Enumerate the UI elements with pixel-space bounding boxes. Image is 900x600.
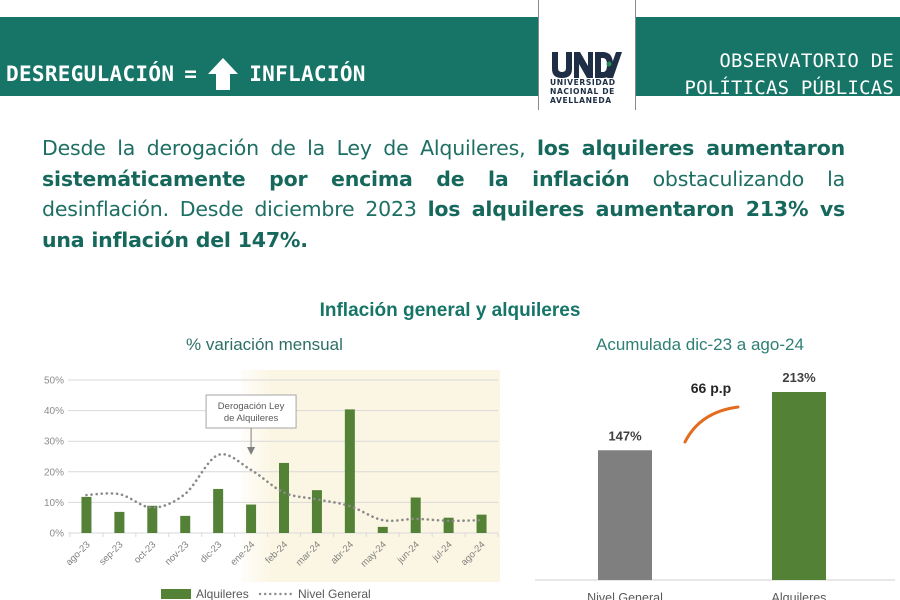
undav-logo-icon [552,52,622,78]
nivel-general-bar [598,450,652,580]
alquileres-bar [147,505,158,533]
alquileres-bar [311,490,322,533]
svg-text:de Alquileres: de Alquileres [224,413,279,424]
cumulative-chart-subtitle: Acumulada dic-23 a ago-24 [596,335,804,354]
header-banner-left: DESREGULACIÓN = INFLACIÓN [0,17,538,96]
x-tick-label: ago-23 [64,539,93,568]
university-logo: UNIVERSIDAD NACIONAL DE AVELLANEDA [538,0,636,110]
intro-highlight-1: los alquileres aumentaron sistemáticamen… [42,136,845,191]
alquileres-bar [344,409,355,533]
annotation-arrow-icon [247,447,256,455]
y-tick-label: 30% [44,437,64,448]
alquileres-bar [772,392,826,580]
alquileres-bar [180,515,191,533]
legend-alquileres-swatch [161,589,191,599]
monthly-chart-subtitle: % variación mensual [186,335,343,354]
svg-text:Derogación Ley: Derogación Ley [218,401,285,412]
alquileres-bar [443,517,454,533]
x-tick-label: oct-23 [132,539,158,565]
y-tick-label: 10% [44,498,64,509]
alquileres-bar [377,526,388,533]
alquileres-bar [246,504,257,533]
header-title: DESREGULACIÓN = INFLACIÓN [6,57,366,91]
alquileres-bar [279,462,289,533]
derogation-annotation-box [205,394,297,429]
legend-nivel-general-label: Nivel General [298,587,371,600]
header-equals: = [184,62,198,86]
alquileres-bar [81,496,92,533]
monthly-variation-chart: 0% 10% 20% 30% 40% 50% ago-23 sep-23 oct-23 nov-2… [44,370,500,600]
arrow-up-icon [208,58,239,90]
bar-value-label: 147% [608,428,642,443]
header-right-word: INFLACIÓN [249,62,366,86]
bar-value-label: 213% [782,370,816,385]
intro-paragraph: Desde la derogación de la Ley de Alquile… [42,136,845,252]
alquileres-bar [114,511,125,533]
logo-text: UNIVERSIDAD NACIONAL DE AVELLANEDA [550,78,616,105]
x-category-label: Nivel General [587,591,663,600]
y-tick-label: 50% [44,376,64,387]
difference-label: 66 p.p [691,380,731,396]
x-tick-label: nov-23 [163,539,191,567]
alquileres-bar [476,514,487,533]
alquileres-bar [213,488,224,533]
intro-highlight-2: los alquileres aumentaron 213% vs una in… [42,197,845,252]
observatory-title: OBSERVATORIO DE POLÍTICAS PÚBLICAS [684,50,894,99]
x-tick-label: sep-23 [97,539,125,567]
cumulative-chart: 147% Nivel General 213% Alquileres 66 p.p [535,370,895,600]
nivel-general-line [85,452,483,523]
x-category-label: Alquileres [772,591,827,600]
chart-title: Inflación general y alquileres [319,300,581,321]
header-banner-right: OBSERVATORIO DE POLÍTICAS PÚBLICAS [636,17,900,99]
alquileres-bar [410,497,421,533]
y-tick-label: 0% [50,529,65,540]
header-left-word: DESREGULACIÓN [6,62,175,86]
legend-alquileres-label: Alquileres [196,587,249,600]
x-tick-label: dic-23 [198,539,224,565]
y-tick-label: 20% [44,467,64,478]
difference-arc-icon [683,405,740,444]
y-tick-label: 40% [44,406,64,417]
